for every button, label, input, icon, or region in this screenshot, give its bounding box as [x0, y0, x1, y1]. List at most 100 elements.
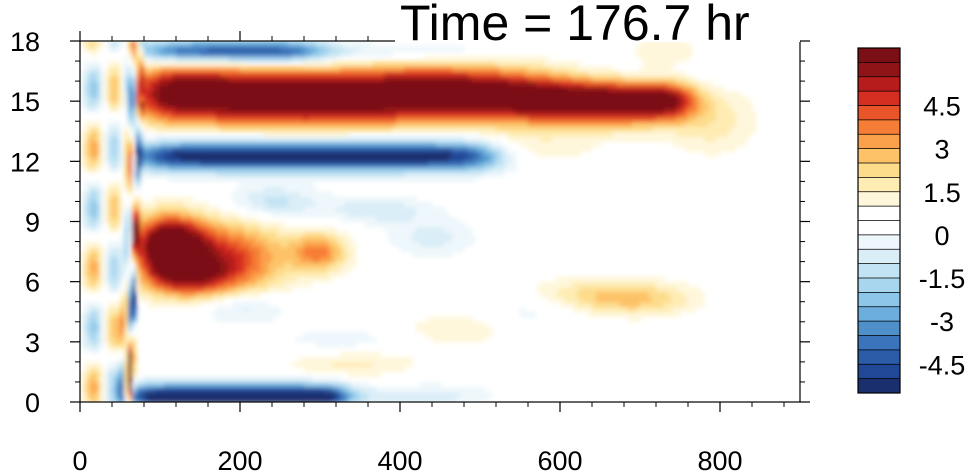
- heatmap-cell: [632, 101, 637, 107]
- heatmap-cell: [284, 196, 289, 203]
- heatmap-cell: [408, 236, 413, 243]
- heatmap-cell: [448, 101, 453, 107]
- heatmap-cell: [456, 96, 461, 102]
- heatmap-cell: [384, 396, 389, 402]
- heatmap-cell: [268, 251, 273, 258]
- heatmap-cell: [364, 141, 369, 147]
- heatmap-cell: [348, 216, 353, 223]
- heatmap-cell: [460, 136, 465, 142]
- heatmap-cell: [248, 266, 253, 273]
- heatmap-cell: [316, 396, 321, 402]
- heatmap-cell: [552, 141, 557, 147]
- heatmap-cell: [216, 221, 221, 228]
- heatmap-cell: [272, 106, 277, 112]
- heatmap-cell: [612, 96, 617, 102]
- heatmap-cell: [184, 296, 189, 303]
- heatmap-cell: [468, 151, 473, 157]
- heatmap-cell: [700, 126, 705, 132]
- heatmap-cell: [264, 136, 269, 142]
- heatmap-cell: [224, 376, 229, 383]
- heatmap-cell: [244, 286, 249, 293]
- heatmap-cell: [572, 281, 577, 288]
- heatmap-cell: [456, 111, 461, 117]
- heatmap-cell: [236, 266, 241, 273]
- heatmap-cell: [628, 276, 633, 283]
- heatmap-cell: [388, 101, 393, 107]
- heatmap-cell: [144, 216, 149, 223]
- heatmap-cell: [592, 106, 597, 112]
- heatmap-cell: [336, 166, 341, 172]
- heatmap-cell: [456, 151, 461, 157]
- heatmap-cell: [292, 101, 297, 107]
- heatmap-cell: [216, 116, 221, 122]
- heatmap-cell: [156, 156, 161, 162]
- heatmap-cell: [404, 151, 409, 157]
- heatmap-cell: [100, 341, 105, 348]
- heatmap-cell: [320, 96, 325, 102]
- heatmap-cell: [104, 266, 109, 273]
- heatmap-cell: [228, 226, 233, 233]
- heatmap-cell: [88, 256, 93, 263]
- heatmap-cell: [340, 241, 345, 248]
- heatmap-cell: [280, 166, 285, 172]
- heatmap-cell: [100, 146, 105, 152]
- heatmap-cell: [240, 141, 245, 147]
- heatmap-cell: [448, 331, 453, 338]
- heatmap-cell: [248, 316, 253, 323]
- heatmap-cell: [352, 106, 357, 112]
- heatmap-cell: [208, 271, 213, 278]
- heatmap-cell: [80, 396, 85, 402]
- heatmap-cell: [404, 231, 409, 238]
- heatmap-cell: [112, 386, 117, 393]
- heatmap-cell: [580, 131, 585, 137]
- heatmap-cell: [356, 381, 361, 388]
- heatmap-cell: [136, 376, 141, 383]
- heatmap-cell: [176, 386, 181, 393]
- heatmap-cell: [96, 226, 101, 233]
- heatmap-cell: [128, 366, 133, 373]
- heatmap-cell: [312, 126, 317, 132]
- heatmap-cell: [420, 326, 425, 333]
- heatmap-cell: [740, 116, 745, 122]
- heatmap-cell: [148, 246, 153, 253]
- heatmap-cell: [172, 171, 177, 177]
- heatmap-cell: [232, 256, 237, 263]
- heatmap-cell: [252, 286, 257, 293]
- heatmap-cell: [580, 101, 585, 107]
- heatmap-cell: [244, 381, 249, 388]
- heatmap-cell: [228, 111, 233, 117]
- heatmap-cell: [80, 341, 85, 348]
- heatmap-cell: [692, 141, 697, 147]
- heatmap-cell: [156, 391, 161, 398]
- heatmap-cell: [376, 166, 381, 172]
- heatmap-cell: [320, 396, 325, 402]
- heatmap-cell: [96, 261, 101, 268]
- heatmap-cell: [164, 246, 169, 253]
- heatmap-cell: [416, 226, 421, 233]
- heatmap-cell: [108, 256, 113, 263]
- heatmap-cell: [88, 276, 93, 283]
- heatmap-cell: [228, 276, 233, 283]
- heatmap-cell: [112, 381, 117, 388]
- heatmap-cell: [304, 136, 309, 142]
- heatmap-cell: [408, 396, 413, 402]
- heatmap-cell: [268, 311, 273, 318]
- heatmap-cell: [384, 366, 389, 373]
- heatmap-cell: [116, 336, 121, 343]
- heatmap-cell: [280, 96, 285, 102]
- heatmap-cell: [344, 111, 349, 117]
- heatmap-cell: [388, 166, 393, 172]
- heatmap-cell: [188, 121, 193, 127]
- heatmap-cell: [304, 191, 309, 198]
- heatmap-cell: [112, 126, 117, 132]
- heatmap-cell: [328, 196, 333, 203]
- heatmap-cell: [152, 171, 157, 177]
- heatmap-cell: [144, 376, 149, 383]
- heatmap-cell: [136, 236, 141, 243]
- heatmap-cell: [172, 161, 177, 167]
- heatmap-cell: [460, 96, 465, 102]
- heatmap-cell: [176, 256, 181, 263]
- heatmap-cell: [508, 106, 513, 112]
- heatmap-cell: [400, 201, 405, 208]
- heatmap-cell: [140, 116, 145, 122]
